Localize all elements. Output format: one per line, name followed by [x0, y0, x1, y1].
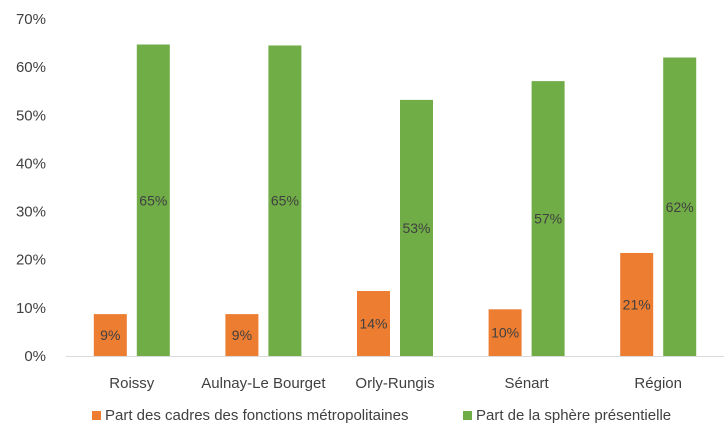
data-label: 21%: [623, 296, 651, 312]
data-label: 53%: [402, 220, 430, 236]
legend-label: Part de la sphère présentielle: [476, 407, 671, 424]
bar-sphere-presentielle: [663, 57, 697, 357]
y-tick-label: 40%: [16, 155, 46, 172]
x-category-label: Roissy: [109, 375, 155, 392]
legend-label: Part des cadres des fonctions métropolit…: [105, 407, 409, 424]
bar-sphere-presentielle: [531, 81, 565, 357]
category-labels: Roissy Aulnay-Le Bourget Orly-Rungis Sénart…: [109, 375, 682, 392]
bars-group: 9% 65% 9% 65% 14% 53% 10% 57% 21% 62%: [93, 44, 697, 357]
y-tick-label: 70%: [16, 11, 46, 28]
data-label: 14%: [359, 316, 387, 332]
y-tick-label: 60%: [16, 59, 46, 76]
bar-cadres: [357, 291, 390, 356]
bar-cadres: [620, 252, 654, 356]
legend: Part des cadres des fonctions métropolit…: [92, 407, 671, 424]
bar-cadres: [225, 314, 259, 356]
legend-swatch: [463, 411, 472, 420]
data-label: 9%: [100, 327, 120, 343]
y-tick-label: 10%: [16, 300, 46, 317]
y-tick-label: 50%: [16, 107, 46, 124]
data-label: 10%: [491, 325, 519, 341]
x-category-label: Orly-Rungis: [355, 375, 434, 392]
y-axis: 0% 10% 20% 30% 40% 50% 60% 70%: [16, 11, 46, 365]
x-category-label: Région: [634, 375, 682, 392]
data-label: 62%: [666, 199, 694, 215]
bar-sphere-presentielle: [136, 44, 170, 356]
data-label: 65%: [139, 192, 167, 208]
y-tick-label: 30%: [16, 204, 46, 221]
bar-cadres: [93, 314, 127, 356]
data-label: 9%: [232, 327, 252, 343]
data-label: 65%: [271, 193, 299, 209]
x-category-label: Aulnay-Le Bourget: [201, 375, 326, 392]
y-tick-label: 0%: [24, 348, 46, 365]
legend-swatch: [92, 411, 101, 420]
bar-cadres: [488, 309, 522, 356]
x-category-label: Sénart: [504, 375, 549, 392]
bar-sphere-presentielle: [400, 99, 433, 356]
bar-sphere-presentielle: [268, 45, 302, 356]
data-label: 57%: [534, 211, 562, 227]
y-tick-label: 20%: [16, 252, 46, 269]
